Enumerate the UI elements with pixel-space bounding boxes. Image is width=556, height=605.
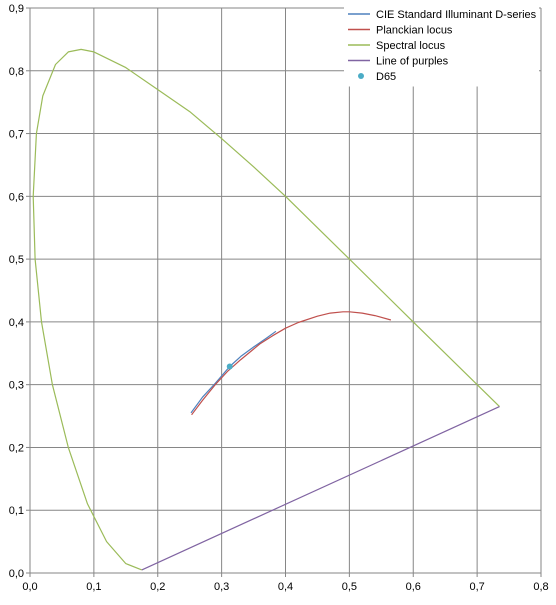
y-tick-label: 0,9 bbox=[9, 3, 24, 15]
legend-swatch bbox=[358, 73, 364, 79]
y-tick-label: 0,0 bbox=[9, 568, 24, 580]
y-tick-label: 0,5 bbox=[9, 254, 24, 266]
series-point-d65 bbox=[226, 363, 233, 370]
series-layer bbox=[32, 48, 500, 571]
legend: CIE Standard Illuminant D-series Planckia… bbox=[344, 5, 539, 87]
legend-label: CIE Standard Illuminant D-series bbox=[376, 9, 537, 21]
y-tick-label: 0,7 bbox=[9, 129, 24, 141]
grid bbox=[30, 7, 542, 573]
x-tick-label: 0,5 bbox=[342, 581, 357, 593]
x-tick-label: 0,0 bbox=[22, 581, 37, 593]
y-tick-label: 0,3 bbox=[9, 380, 24, 392]
series-line-cie-standard-illuminant-d-series bbox=[190, 330, 277, 414]
y-tick-label: 0,4 bbox=[9, 317, 24, 329]
x-tick-label: 0,1 bbox=[86, 581, 101, 593]
x-tick-label: 0,7 bbox=[469, 581, 484, 593]
series-line-planckian-locus bbox=[191, 311, 392, 416]
series-line-spectral-locus bbox=[32, 48, 500, 571]
x-tick-label: 0,2 bbox=[150, 581, 165, 593]
x-tick-label: 0,6 bbox=[406, 581, 421, 593]
legend-label: Line of purples bbox=[376, 56, 449, 68]
y-tick-label: 0,1 bbox=[9, 505, 24, 517]
legend-label: D65 bbox=[376, 71, 396, 83]
y-tick-label: 0,8 bbox=[9, 66, 24, 78]
x-tick-label: 0,8 bbox=[533, 581, 548, 593]
y-tick-label: 0,2 bbox=[9, 442, 24, 454]
legend-label: Planckian locus bbox=[376, 25, 453, 37]
x-tick-label: 0,4 bbox=[278, 581, 293, 593]
legend-box bbox=[344, 5, 539, 87]
axes: 0,0 0,1 0,2 0,3 0,4 0,5 0,6 0,7 0,8 0,0 0,1 0,2 0,3 0… bbox=[9, 3, 549, 593]
legend-label: Spectral locus bbox=[376, 40, 446, 52]
y-tick-label: 0,6 bbox=[9, 191, 24, 203]
series-line-line-of-purples bbox=[141, 406, 500, 571]
x-tick-label: 0,3 bbox=[214, 581, 229, 593]
